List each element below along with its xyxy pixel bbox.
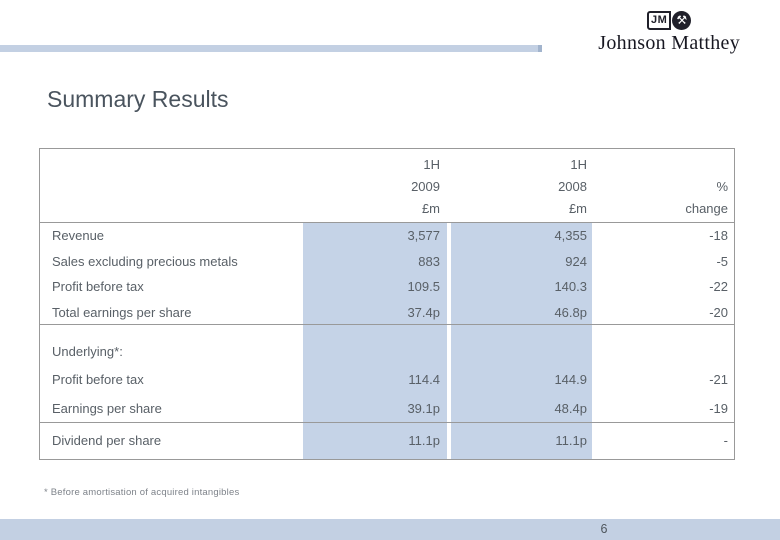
value-pct-change: -20 bbox=[709, 304, 728, 320]
value-pct-change: - bbox=[723, 433, 728, 448]
value-pct-change: -21 bbox=[709, 372, 728, 387]
row-label: Profit before tax bbox=[52, 279, 144, 294]
top-accent-bar-cap bbox=[538, 45, 542, 52]
page-title: Summary Results bbox=[47, 86, 229, 112]
table-row: Profit before tax 109.5 140.3 -22 bbox=[40, 274, 734, 300]
value-1h-2009: 37.4p bbox=[407, 304, 440, 320]
table-body: Revenue 3,577 4,355 -18 Sales excluding prec… bbox=[40, 223, 734, 459]
table-row: Dividend per share 11.1p 11.1p - bbox=[40, 423, 734, 459]
value-1h-2009: 3,577 bbox=[407, 228, 440, 243]
value-1h-2008: 48.4p bbox=[554, 401, 587, 416]
value-1h-2008: 140.3 bbox=[554, 279, 587, 294]
header-1h-2009: 1H 2009 £m bbox=[411, 157, 440, 216]
value-pct-change: -18 bbox=[709, 228, 728, 243]
value-pct-change bbox=[592, 325, 734, 365]
column-highlight-2009 bbox=[303, 223, 447, 459]
value-1h-2009: 109.5 bbox=[407, 279, 440, 294]
row-label: Revenue bbox=[52, 228, 105, 243]
bottom-accent-bar: 6 bbox=[0, 519, 780, 540]
column-highlight-2008 bbox=[451, 223, 592, 459]
company-logo: JM ⚒ Johnson Matthey bbox=[598, 11, 740, 55]
row-label: Sales excluding precious metals bbox=[52, 253, 238, 269]
row-label: Underlying*: bbox=[52, 344, 123, 359]
value-1h-2008: 46.8p bbox=[554, 304, 587, 320]
value-1h-2009: 883 bbox=[418, 253, 440, 269]
header-1h-2008: 1H 2008 £m bbox=[558, 157, 587, 216]
row-label: Profit before tax bbox=[52, 372, 144, 387]
jm-monogram: JM bbox=[647, 11, 672, 30]
row-label: Dividend per share bbox=[52, 433, 162, 448]
table-row: Sales excluding precious metals 883 924 -5 bbox=[40, 249, 734, 275]
jm-emblem: JM ⚒ bbox=[647, 11, 692, 30]
value-pct-change: -19 bbox=[709, 401, 728, 416]
value-1h-2009 bbox=[303, 325, 447, 365]
value-1h-2008: 144.9 bbox=[554, 372, 587, 387]
company-wordmark: Johnson Matthey bbox=[598, 32, 740, 54]
value-1h-2008: 924 bbox=[565, 253, 587, 269]
value-1h-2008: 11.1p bbox=[555, 433, 587, 448]
row-label: Earnings per share bbox=[52, 401, 162, 416]
summary-results-table: 1H 2009 £m 1H 2008 £m % change Revenue 3,… bbox=[39, 148, 735, 460]
crossed-hammers-icon: ⚒ bbox=[672, 11, 692, 30]
table-row: Revenue 3,577 4,355 -18 bbox=[40, 223, 734, 249]
header-label-column bbox=[40, 154, 303, 222]
value-1h-2009: 11.1p bbox=[408, 433, 440, 448]
table-header-row: 1H 2009 £m 1H 2008 £m % change bbox=[40, 149, 734, 223]
page-number: 6 bbox=[600, 522, 608, 536]
header-pct-change: % change bbox=[685, 179, 728, 216]
row-label: Total earnings per share bbox=[52, 304, 192, 320]
table-row: Earnings per share 39.1p 48.4p -19 bbox=[40, 394, 734, 423]
value-1h-2009: 39.1p bbox=[407, 401, 440, 416]
value-pct-change: -22 bbox=[709, 279, 728, 294]
table-row: Total earnings per share 37.4p 46.8p -20 bbox=[40, 300, 734, 325]
value-1h-2009: 114.4 bbox=[408, 372, 440, 387]
value-pct-change: -5 bbox=[716, 253, 728, 269]
value-1h-2008: 4,355 bbox=[554, 228, 587, 243]
table-row: Profit before tax 114.4 144.9 -21 bbox=[40, 365, 734, 394]
footnote: * Before amortisation of acquired intang… bbox=[44, 487, 240, 498]
top-accent-bar bbox=[0, 45, 542, 52]
table-section-row: Underlying*: bbox=[40, 325, 734, 365]
value-1h-2008 bbox=[447, 325, 592, 365]
